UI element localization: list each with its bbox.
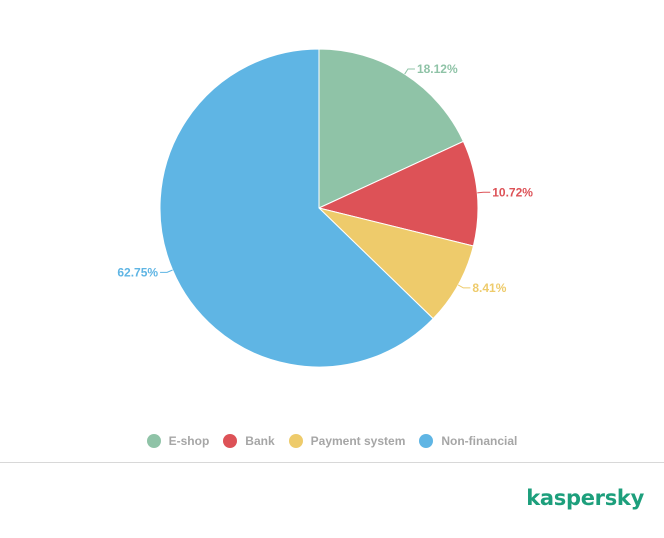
pie-data-label-e-shop: 18.12% [417,62,458,76]
pie-labels: 18.12% 10.72% 8.41% 62.75% [117,62,533,295]
pie-data-label-payment-system: 8.41% [472,281,506,295]
pie-connector-bank [477,191,491,194]
pie-slice-e-shop[interactable] [318,48,465,209]
chart-legend: E-shop Bank Payment system Non-financial [0,431,664,451]
legend-label-bank: Bank [245,434,275,448]
legend-swatch-bank [223,434,238,448]
pie-data-label-bank: 10.72% [492,185,533,199]
legend-swatch-payment-system [288,434,303,448]
kaspersky-logo: kaspersky [526,486,644,510]
legend-item-payment-system[interactable]: Payment system [288,434,406,448]
footer-divider [0,462,664,463]
legend-item-non-financial[interactable]: Non-financial [419,434,517,448]
legend-item-bank[interactable]: Bank [223,434,275,448]
pie-slices [159,48,479,368]
legend-swatch-e-shop [146,434,161,448]
pie-connector-payment-system [457,284,471,289]
pie-connector-e-shop [404,68,415,75]
legend-swatch-non-financial [419,434,434,448]
legend-label-e-shop: E-shop [168,434,210,448]
pie-connector-non-financial [160,269,173,273]
legend-label-payment-system: Payment system [310,434,406,448]
legend-item-e-shop[interactable]: E-shop [146,434,210,448]
pie-slice-bank[interactable] [317,140,479,247]
legend-label-non-financial: Non-financial [441,434,518,448]
pie-data-label-non-financial: 62.75% [117,265,158,279]
